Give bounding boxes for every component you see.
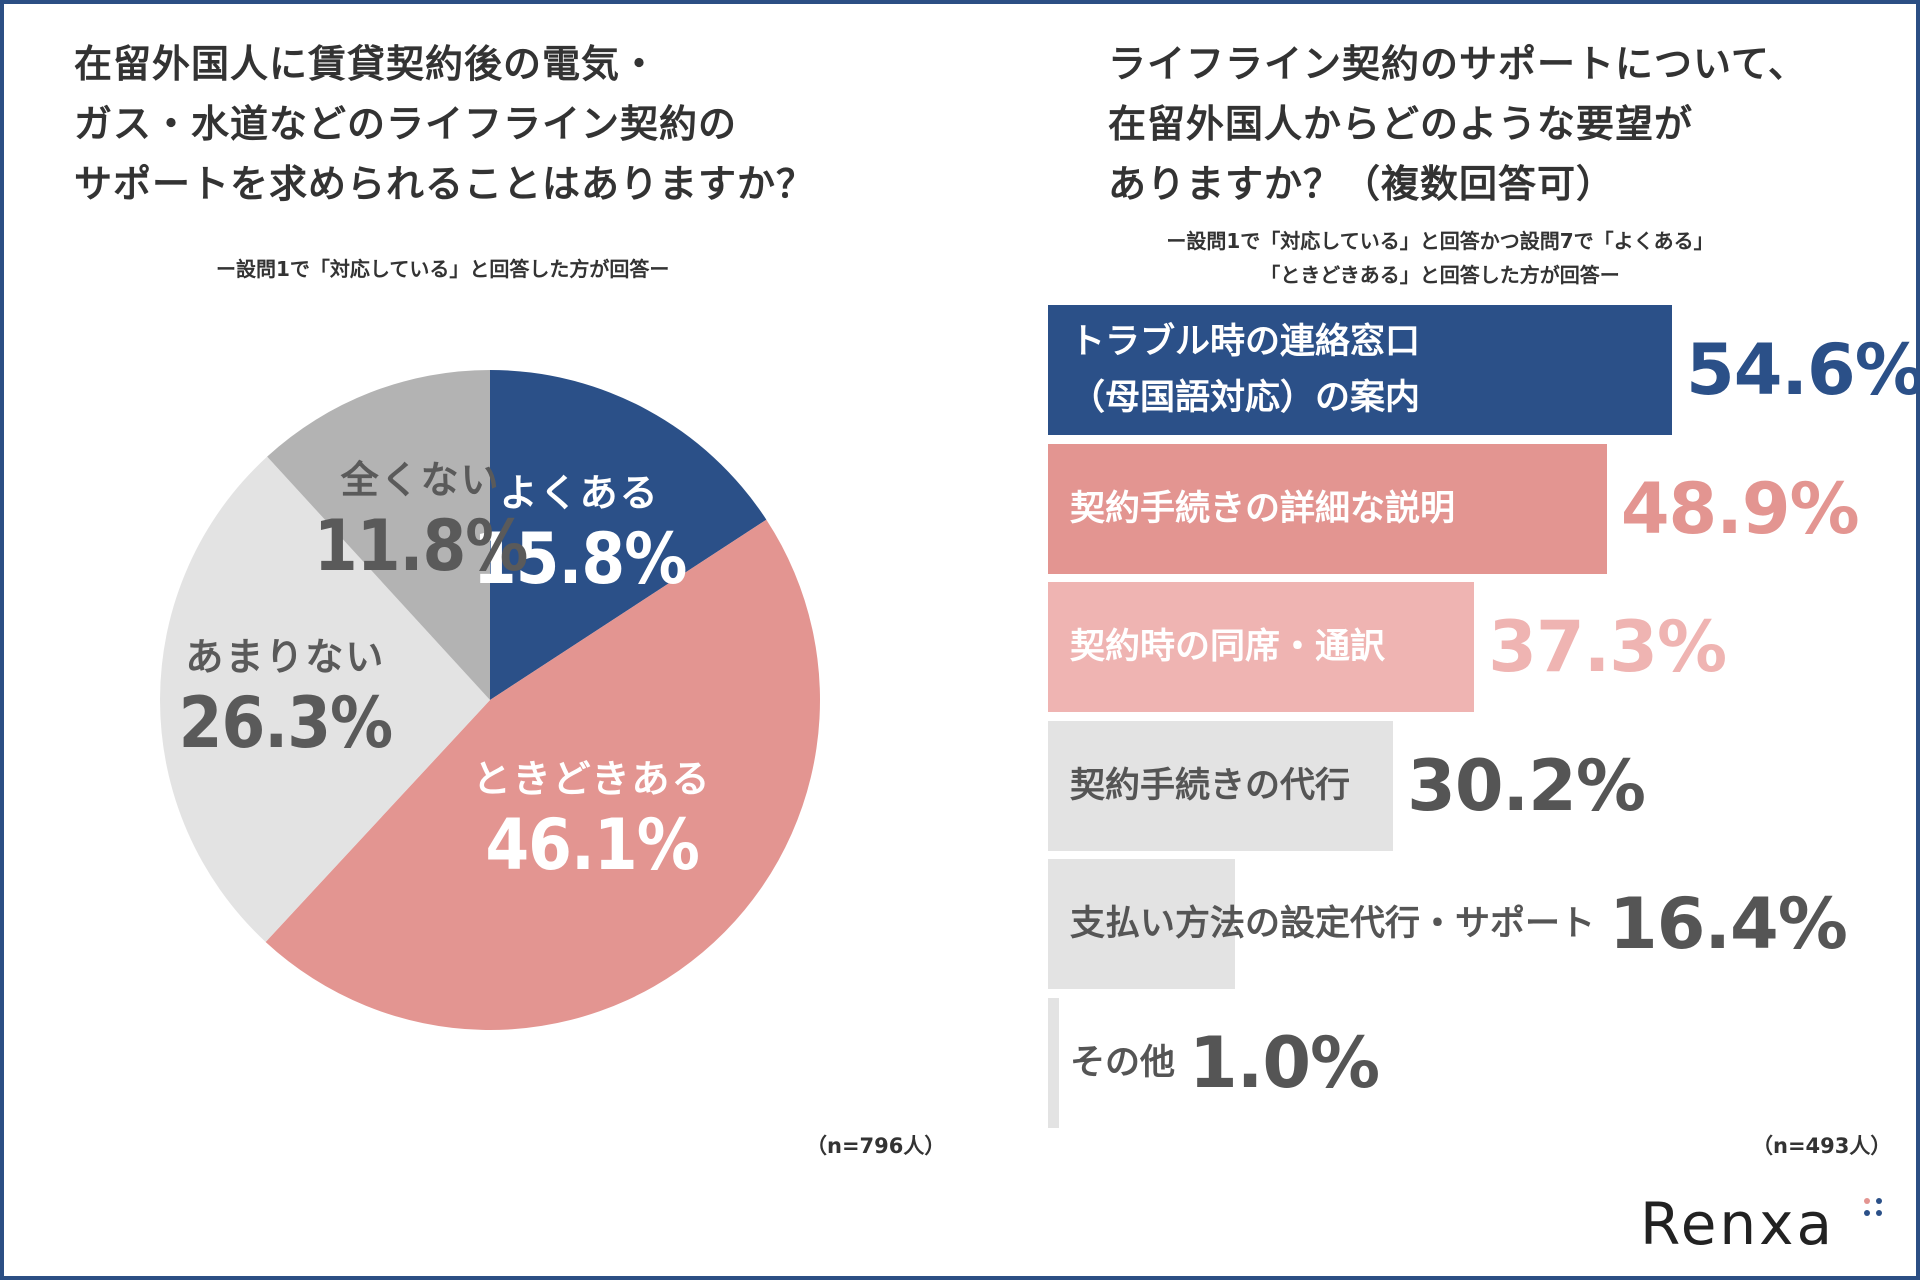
bar-label: トラブル時の連絡窓口 （母国語対応）の案内 — [1070, 305, 1420, 435]
pie-slice-label: 全くない 11.8% — [313, 456, 528, 588]
bar-label-line: トラブル時の連絡窓口 — [1070, 322, 1421, 362]
pie-slice-label: よくある 15.8% — [472, 469, 687, 601]
brand-logo-dots-icon — [1864, 1198, 1882, 1216]
bar-row: 契約手続きの詳細な説明 48.9% — [1048, 443, 1868, 574]
bar-row: 契約手続きの代行 30.2% — [1048, 720, 1868, 851]
pie-slice-value: 26.3% — [178, 682, 393, 765]
pie-slice-label: ときどきある 46.1% — [473, 755, 712, 887]
bar-row: 契約時の同席・通訳 37.3% — [1048, 582, 1868, 712]
bar — [1048, 443, 1607, 574]
pie-slice — [267, 370, 490, 700]
pie-slice — [490, 370, 767, 700]
bar — [1048, 720, 1394, 851]
bar — [1048, 582, 1475, 712]
brand-logo: Renxa — [1640, 1190, 1836, 1258]
pie-slice-name: 全くない — [340, 457, 501, 502]
bar-value: 1.0% — [1189, 1021, 1380, 1104]
bar — [1048, 997, 1060, 1128]
bar-label-line: 支払い方法の設定代行・サポート — [1070, 904, 1596, 944]
pie-slice-name: あまりない — [185, 635, 386, 680]
pie-slice-value: 46.1% — [485, 804, 699, 887]
right-subtitle-line: 「ときどきある」と回答した方が回答ー — [1260, 263, 1620, 287]
right-chart-subtitle: ー設問1で「対応している」と回答かつ設問7で「よくある」 「ときどきある」と回答… — [1120, 224, 1760, 292]
pie-slice-label: あまりない 26.3% — [178, 633, 393, 765]
bar-label: その他 — [1070, 998, 1175, 1128]
left-sample-size: （n=796人） — [806, 1134, 946, 1158]
bar-value: 30.2% — [1407, 744, 1646, 827]
left-chart-subtitle: ー設問1で「対応している」と回答した方が回答ー — [216, 257, 670, 281]
right-sample-size: （n=493人） — [1752, 1134, 1892, 1158]
left-chart-title: 在留外国人に賃貸契約後の電気・ ガス・水道などのライフライン契約の サポートを求… — [74, 34, 815, 214]
pie-slice-name: よくある — [499, 470, 660, 515]
pie-slice — [160, 456, 491, 942]
bar — [1048, 305, 1672, 435]
right-title-line: ありますか？（複数回答可） — [1108, 162, 1616, 206]
right-subtitle-line: ー設問1で「対応している」と回答かつ設問7で「よくある」 — [1166, 229, 1714, 253]
right-title-line: ライフライン契約のサポートについて、 — [1108, 42, 1807, 86]
bar-row: トラブル時の連絡窓口 （母国語対応）の案内 54.6% — [1048, 305, 1920, 435]
pie-slice-name: ときどきある — [472, 757, 712, 802]
pie-chart — [160, 370, 821, 1030]
left-title-line: ガス・水道などのライフライン契約の — [74, 102, 738, 146]
pie-slice-value: 15.8% — [472, 517, 687, 600]
bar-label-line: 契約手続きの詳細な説明 — [1070, 488, 1456, 529]
left-title-line: サポートを求められることはありますか？ — [74, 162, 816, 206]
bar-label: 支払い方法の設定代行・サポート — [1070, 859, 1595, 989]
bar-label-line: 契約時の同席・通訳 — [1070, 627, 1386, 667]
right-title-line: 在留外国人からどのような要望が — [1108, 102, 1694, 146]
pie-slice-value: 11.8% — [313, 504, 528, 587]
bar-value: 54.6% — [1686, 329, 1920, 411]
pie-slice — [265, 519, 821, 1030]
bar-label: 契約時の同席・通訳 — [1070, 582, 1385, 712]
bar-row: 支払い方法の設定代行・サポート 16.4% — [1048, 859, 1868, 989]
left-title-line: 在留外国人に賃貸契約後の電気・ — [74, 42, 660, 86]
bar-label-line: その他 — [1070, 1042, 1176, 1083]
bar-label-line: （母国語対応）の案内 — [1070, 378, 1421, 418]
bar-value: 37.3% — [1488, 606, 1727, 688]
bar-row: その他 1.0% — [1048, 997, 1868, 1128]
bar-label: 契約手続きの詳細な説明 — [1070, 444, 1455, 574]
bar-value: 48.9% — [1620, 467, 1860, 550]
right-chart-title: ライフライン契約のサポートについて、 在留外国人からどのような要望が ありますか… — [1108, 34, 1807, 214]
bar-label-line: 契約手続きの代行 — [1070, 765, 1351, 806]
bar-value: 16.4% — [1609, 883, 1848, 965]
bar — [1048, 859, 1236, 989]
bar-label: 契約手続きの代行 — [1070, 721, 1350, 851]
